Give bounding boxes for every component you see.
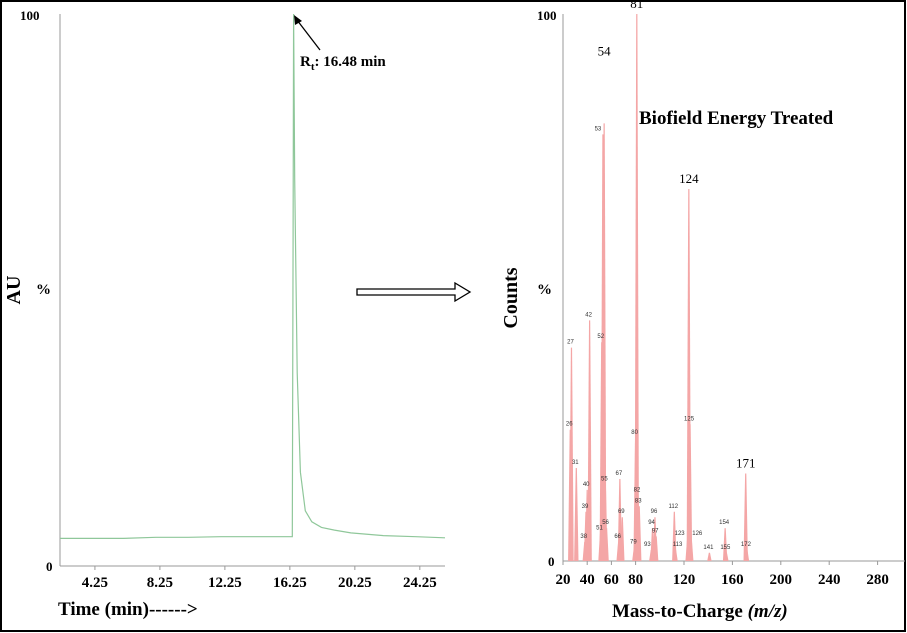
ms-peak-label: 93 [644, 542, 651, 548]
ms-peak-label: 56 [602, 520, 609, 526]
ms-x-tick-label: 160 [721, 572, 744, 588]
chrom-x-tick-label: 16.25 [273, 575, 307, 591]
ms-x-tick-label: 120 [673, 572, 696, 588]
ms-peak-label: 82 [634, 487, 641, 493]
ms-peak-label: 66 [614, 534, 621, 540]
ms-x-tick-label: 80 [628, 572, 643, 588]
ms-peak-label: 83 [635, 498, 642, 504]
rt-arrowhead [294, 15, 302, 25]
chrom-series-line [60, 13, 446, 539]
ms-peak-label: 154 [719, 520, 730, 526]
ms-peak-label: 31 [572, 460, 579, 466]
ms-peak-label: 80 [631, 430, 638, 436]
ms-peak-label: 155 [720, 545, 731, 551]
ms-peak-label: 38 [580, 534, 587, 540]
ms-peak-54 [601, 123, 607, 562]
ms-peak-label: 96 [651, 509, 658, 515]
ms-peak-label: 126 [692, 531, 703, 537]
ms-peak-label: 69 [618, 509, 625, 515]
ms-peak-label: 54 [598, 43, 612, 58]
ms-y-unit: % [537, 282, 552, 298]
chrom-y-tick-0: 0 [46, 559, 53, 574]
ms-peak-label: 27 [567, 340, 574, 346]
ms-peak-27 [569, 347, 574, 561]
chromatogram-chart: 100 0 % AU Time (min)------> 4.25 8.25 12.… [3, 8, 446, 620]
ms-y-label: Counts [500, 267, 522, 328]
ms-peak-label: 40 [583, 482, 590, 488]
ms-x-tick-label: 240 [818, 572, 841, 588]
ms-peak-97 [653, 536, 659, 561]
chrom-x-tick-label: 4.25 [82, 575, 108, 591]
mass-spectrum-chart: 100 0 % Counts Biofield Energy Treated M… [500, 0, 905, 622]
ms-peak-42 [587, 320, 592, 561]
ms-peak-172 [744, 550, 750, 561]
ms-x-tick-label: 20 [556, 572, 571, 588]
ms-peak-label: 52 [597, 334, 604, 340]
ms-x-tick-label: 60 [604, 572, 619, 588]
ms-peak-56 [604, 528, 609, 561]
chrom-x-label: Time (min)------> [58, 599, 198, 620]
ms-peak-label: 172 [741, 542, 752, 548]
ms-peak-141 [707, 552, 712, 561]
rt-annotation: Rt: 16.48 min [300, 54, 386, 73]
ms-peak-label: 79 [630, 539, 637, 545]
ms-title: Biofield Energy Treated [639, 108, 834, 129]
ms-peak-69 [620, 517, 625, 561]
ms-peak-label: 141 [703, 545, 714, 551]
ms-peak-126 [689, 539, 694, 561]
ms-peak-label: 55 [601, 476, 608, 482]
chrom-x-tick-label: 8.25 [147, 575, 173, 591]
rt-annotation-arrow [296, 19, 321, 51]
ms-peak-label: 97 [652, 528, 659, 534]
ms-y-tick-0: 0 [548, 554, 555, 569]
ms-peak-label: 171 [736, 455, 756, 470]
chrom-y-tick-100: 100 [20, 8, 40, 23]
ms-peak-125 [687, 424, 693, 561]
ms-peak-label: 113 [673, 542, 683, 548]
ms-peak-31 [574, 468, 579, 561]
ms-peak-label: 123 [675, 531, 686, 537]
ms-peak-112 [672, 511, 677, 561]
ms-y-tick-100: 100 [537, 8, 557, 23]
ms-peak-label: 112 [669, 504, 679, 510]
chrom-y-label: AU [3, 276, 25, 305]
ms-peak-label: 67 [616, 471, 623, 477]
ms-peak-label: 94 [648, 520, 655, 526]
ms-peak-83 [637, 506, 642, 561]
ms-peak-113 [673, 550, 678, 561]
ms-x-label: Mass-to-Charge (m/z) [612, 601, 788, 622]
chrom-x-tick-label: 12.25 [208, 575, 242, 591]
ms-peak-171 [743, 473, 748, 561]
ms-peak-label: 124 [679, 171, 699, 186]
ms-peak-label: 81 [630, 0, 643, 11]
ms-peak-155 [724, 552, 729, 561]
ms-peak-label: 39 [582, 504, 589, 510]
ms-x-tick-label: 280 [866, 572, 889, 588]
ms-peak-label: 53 [595, 126, 602, 132]
ms-x-tick-label: 40 [580, 572, 595, 588]
chrom-x-tick-label: 20.25 [338, 575, 372, 591]
ms-peak-81 [634, 14, 640, 561]
ms-peak-label: 42 [585, 312, 592, 318]
chrom-y-unit: % [36, 282, 51, 298]
ms-x-tick-label: 200 [770, 572, 793, 588]
ms-peak-label: 125 [684, 416, 695, 422]
ms-peak-label: 26 [566, 422, 573, 428]
transition-arrow [356, 281, 472, 303]
ms-peak-label: 51 [596, 526, 603, 532]
chrom-x-tick-label: 24.25 [403, 575, 437, 591]
